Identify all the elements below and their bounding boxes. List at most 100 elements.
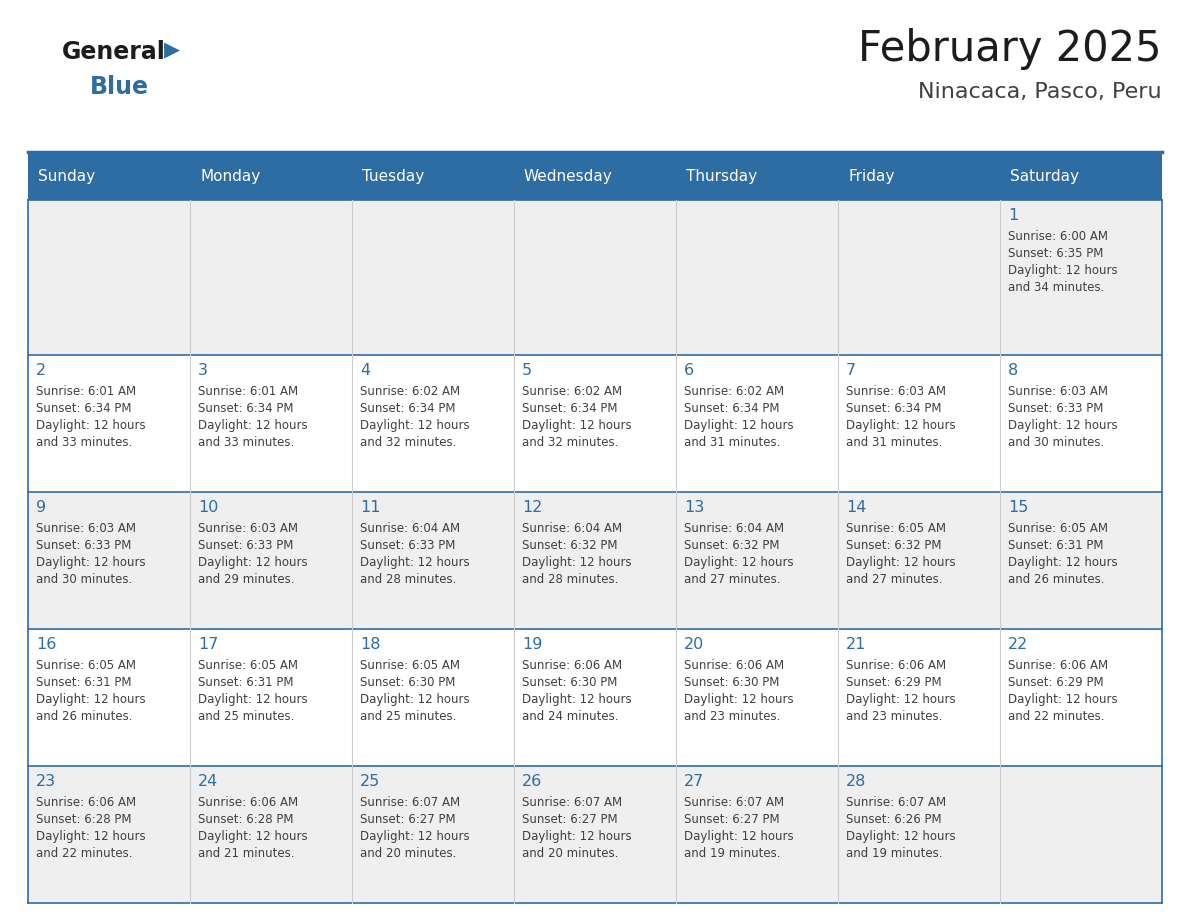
Text: Sunrise: 6:02 AM: Sunrise: 6:02 AM	[522, 385, 623, 398]
Text: Sunrise: 6:05 AM: Sunrise: 6:05 AM	[1007, 522, 1108, 535]
Text: Thursday: Thursday	[685, 169, 757, 184]
Text: 16: 16	[36, 637, 56, 652]
Text: Sunrise: 6:04 AM: Sunrise: 6:04 AM	[684, 522, 784, 535]
Text: and 19 minutes.: and 19 minutes.	[846, 847, 942, 860]
Text: Sunset: 6:30 PM: Sunset: 6:30 PM	[360, 676, 455, 689]
Text: Daylight: 12 hours: Daylight: 12 hours	[1007, 264, 1118, 277]
Text: Sunrise: 6:00 AM: Sunrise: 6:00 AM	[1007, 230, 1108, 243]
Text: 2: 2	[36, 363, 46, 378]
Text: 1: 1	[1007, 208, 1018, 223]
Text: Sunset: 6:32 PM: Sunset: 6:32 PM	[684, 539, 779, 552]
Text: Saturday: Saturday	[1010, 169, 1079, 184]
Text: Sunset: 6:34 PM: Sunset: 6:34 PM	[360, 402, 455, 415]
Text: Monday: Monday	[200, 169, 260, 184]
Text: Daylight: 12 hours: Daylight: 12 hours	[198, 419, 308, 432]
Bar	[676, 152, 838, 200]
Bar	[514, 152, 676, 200]
Text: Sunrise: 6:06 AM: Sunrise: 6:06 AM	[36, 796, 137, 809]
Text: Sunset: 6:33 PM: Sunset: 6:33 PM	[360, 539, 455, 552]
Text: Daylight: 12 hours: Daylight: 12 hours	[846, 556, 955, 569]
Bar	[29, 766, 1162, 903]
Text: Sunrise: 6:07 AM: Sunrise: 6:07 AM	[684, 796, 784, 809]
Text: Sunday: Sunday	[38, 169, 95, 184]
Text: Sunrise: 6:03 AM: Sunrise: 6:03 AM	[198, 522, 298, 535]
Text: Daylight: 12 hours: Daylight: 12 hours	[684, 556, 794, 569]
Bar	[29, 200, 1162, 355]
Text: Sunset: 6:29 PM: Sunset: 6:29 PM	[1007, 676, 1104, 689]
Text: and 25 minutes.: and 25 minutes.	[198, 710, 295, 723]
Text: Sunset: 6:31 PM: Sunset: 6:31 PM	[36, 676, 132, 689]
Text: Wednesday: Wednesday	[524, 169, 613, 184]
Text: Sunset: 6:31 PM: Sunset: 6:31 PM	[1007, 539, 1104, 552]
Text: and 29 minutes.: and 29 minutes.	[198, 573, 295, 586]
Text: Sunrise: 6:05 AM: Sunrise: 6:05 AM	[36, 659, 135, 672]
Text: and 33 minutes.: and 33 minutes.	[36, 436, 132, 449]
Text: Daylight: 12 hours: Daylight: 12 hours	[522, 419, 632, 432]
Text: and 25 minutes.: and 25 minutes.	[360, 710, 456, 723]
Text: Daylight: 12 hours: Daylight: 12 hours	[522, 693, 632, 706]
Text: Sunset: 6:33 PM: Sunset: 6:33 PM	[198, 539, 293, 552]
Text: and 22 minutes.: and 22 minutes.	[36, 847, 133, 860]
Text: and 32 minutes.: and 32 minutes.	[360, 436, 456, 449]
Text: 18: 18	[360, 637, 380, 652]
Text: Sunrise: 6:05 AM: Sunrise: 6:05 AM	[360, 659, 460, 672]
Text: Sunset: 6:28 PM: Sunset: 6:28 PM	[198, 813, 293, 826]
Text: Sunset: 6:30 PM: Sunset: 6:30 PM	[522, 676, 618, 689]
Text: General: General	[62, 40, 166, 64]
Text: Sunrise: 6:02 AM: Sunrise: 6:02 AM	[360, 385, 460, 398]
Text: ▶: ▶	[164, 40, 181, 60]
Text: 19: 19	[522, 637, 543, 652]
Text: 20: 20	[684, 637, 704, 652]
Text: 3: 3	[198, 363, 208, 378]
Text: 5: 5	[522, 363, 532, 378]
Text: Sunrise: 6:07 AM: Sunrise: 6:07 AM	[522, 796, 623, 809]
Text: 13: 13	[684, 500, 704, 515]
Text: Daylight: 12 hours: Daylight: 12 hours	[1007, 693, 1118, 706]
Text: and 28 minutes.: and 28 minutes.	[522, 573, 619, 586]
Text: Sunrise: 6:06 AM: Sunrise: 6:06 AM	[684, 659, 784, 672]
Text: and 30 minutes.: and 30 minutes.	[1007, 436, 1105, 449]
Text: Daylight: 12 hours: Daylight: 12 hours	[198, 830, 308, 843]
Text: 27: 27	[684, 774, 704, 789]
Bar	[190, 152, 352, 200]
Bar	[29, 629, 1162, 766]
Text: and 26 minutes.: and 26 minutes.	[1007, 573, 1105, 586]
Text: 22: 22	[1007, 637, 1029, 652]
Text: Sunrise: 6:01 AM: Sunrise: 6:01 AM	[198, 385, 298, 398]
Text: and 32 minutes.: and 32 minutes.	[522, 436, 619, 449]
Text: Sunrise: 6:03 AM: Sunrise: 6:03 AM	[1007, 385, 1108, 398]
Text: Daylight: 12 hours: Daylight: 12 hours	[360, 693, 469, 706]
Bar	[29, 355, 1162, 492]
Text: Daylight: 12 hours: Daylight: 12 hours	[684, 419, 794, 432]
Text: Daylight: 12 hours: Daylight: 12 hours	[684, 693, 794, 706]
Text: and 20 minutes.: and 20 minutes.	[360, 847, 456, 860]
Text: Sunset: 6:30 PM: Sunset: 6:30 PM	[684, 676, 779, 689]
Text: Sunset: 6:31 PM: Sunset: 6:31 PM	[198, 676, 293, 689]
Text: Sunset: 6:28 PM: Sunset: 6:28 PM	[36, 813, 132, 826]
Text: Daylight: 12 hours: Daylight: 12 hours	[198, 693, 308, 706]
Text: Sunrise: 6:07 AM: Sunrise: 6:07 AM	[360, 796, 460, 809]
Text: Sunrise: 6:04 AM: Sunrise: 6:04 AM	[522, 522, 623, 535]
Text: Sunset: 6:35 PM: Sunset: 6:35 PM	[1007, 247, 1104, 260]
Text: Ninacaca, Pasco, Peru: Ninacaca, Pasco, Peru	[918, 82, 1162, 102]
Text: and 27 minutes.: and 27 minutes.	[846, 573, 942, 586]
Text: Daylight: 12 hours: Daylight: 12 hours	[36, 556, 146, 569]
Text: and 23 minutes.: and 23 minutes.	[846, 710, 942, 723]
Text: and 30 minutes.: and 30 minutes.	[36, 573, 132, 586]
Text: 26: 26	[522, 774, 542, 789]
Text: 12: 12	[522, 500, 543, 515]
Text: Daylight: 12 hours: Daylight: 12 hours	[360, 556, 469, 569]
Text: Sunrise: 6:03 AM: Sunrise: 6:03 AM	[36, 522, 135, 535]
Text: Blue: Blue	[90, 75, 148, 99]
Text: Sunrise: 6:06 AM: Sunrise: 6:06 AM	[198, 796, 298, 809]
Text: Sunset: 6:26 PM: Sunset: 6:26 PM	[846, 813, 942, 826]
Text: 4: 4	[360, 363, 371, 378]
Text: Daylight: 12 hours: Daylight: 12 hours	[522, 830, 632, 843]
Text: 25: 25	[360, 774, 380, 789]
Text: and 34 minutes.: and 34 minutes.	[1007, 281, 1105, 294]
Text: Daylight: 12 hours: Daylight: 12 hours	[360, 419, 469, 432]
Text: February 2025: February 2025	[859, 28, 1162, 70]
Text: 15: 15	[1007, 500, 1029, 515]
Text: Daylight: 12 hours: Daylight: 12 hours	[1007, 556, 1118, 569]
Text: and 31 minutes.: and 31 minutes.	[846, 436, 942, 449]
